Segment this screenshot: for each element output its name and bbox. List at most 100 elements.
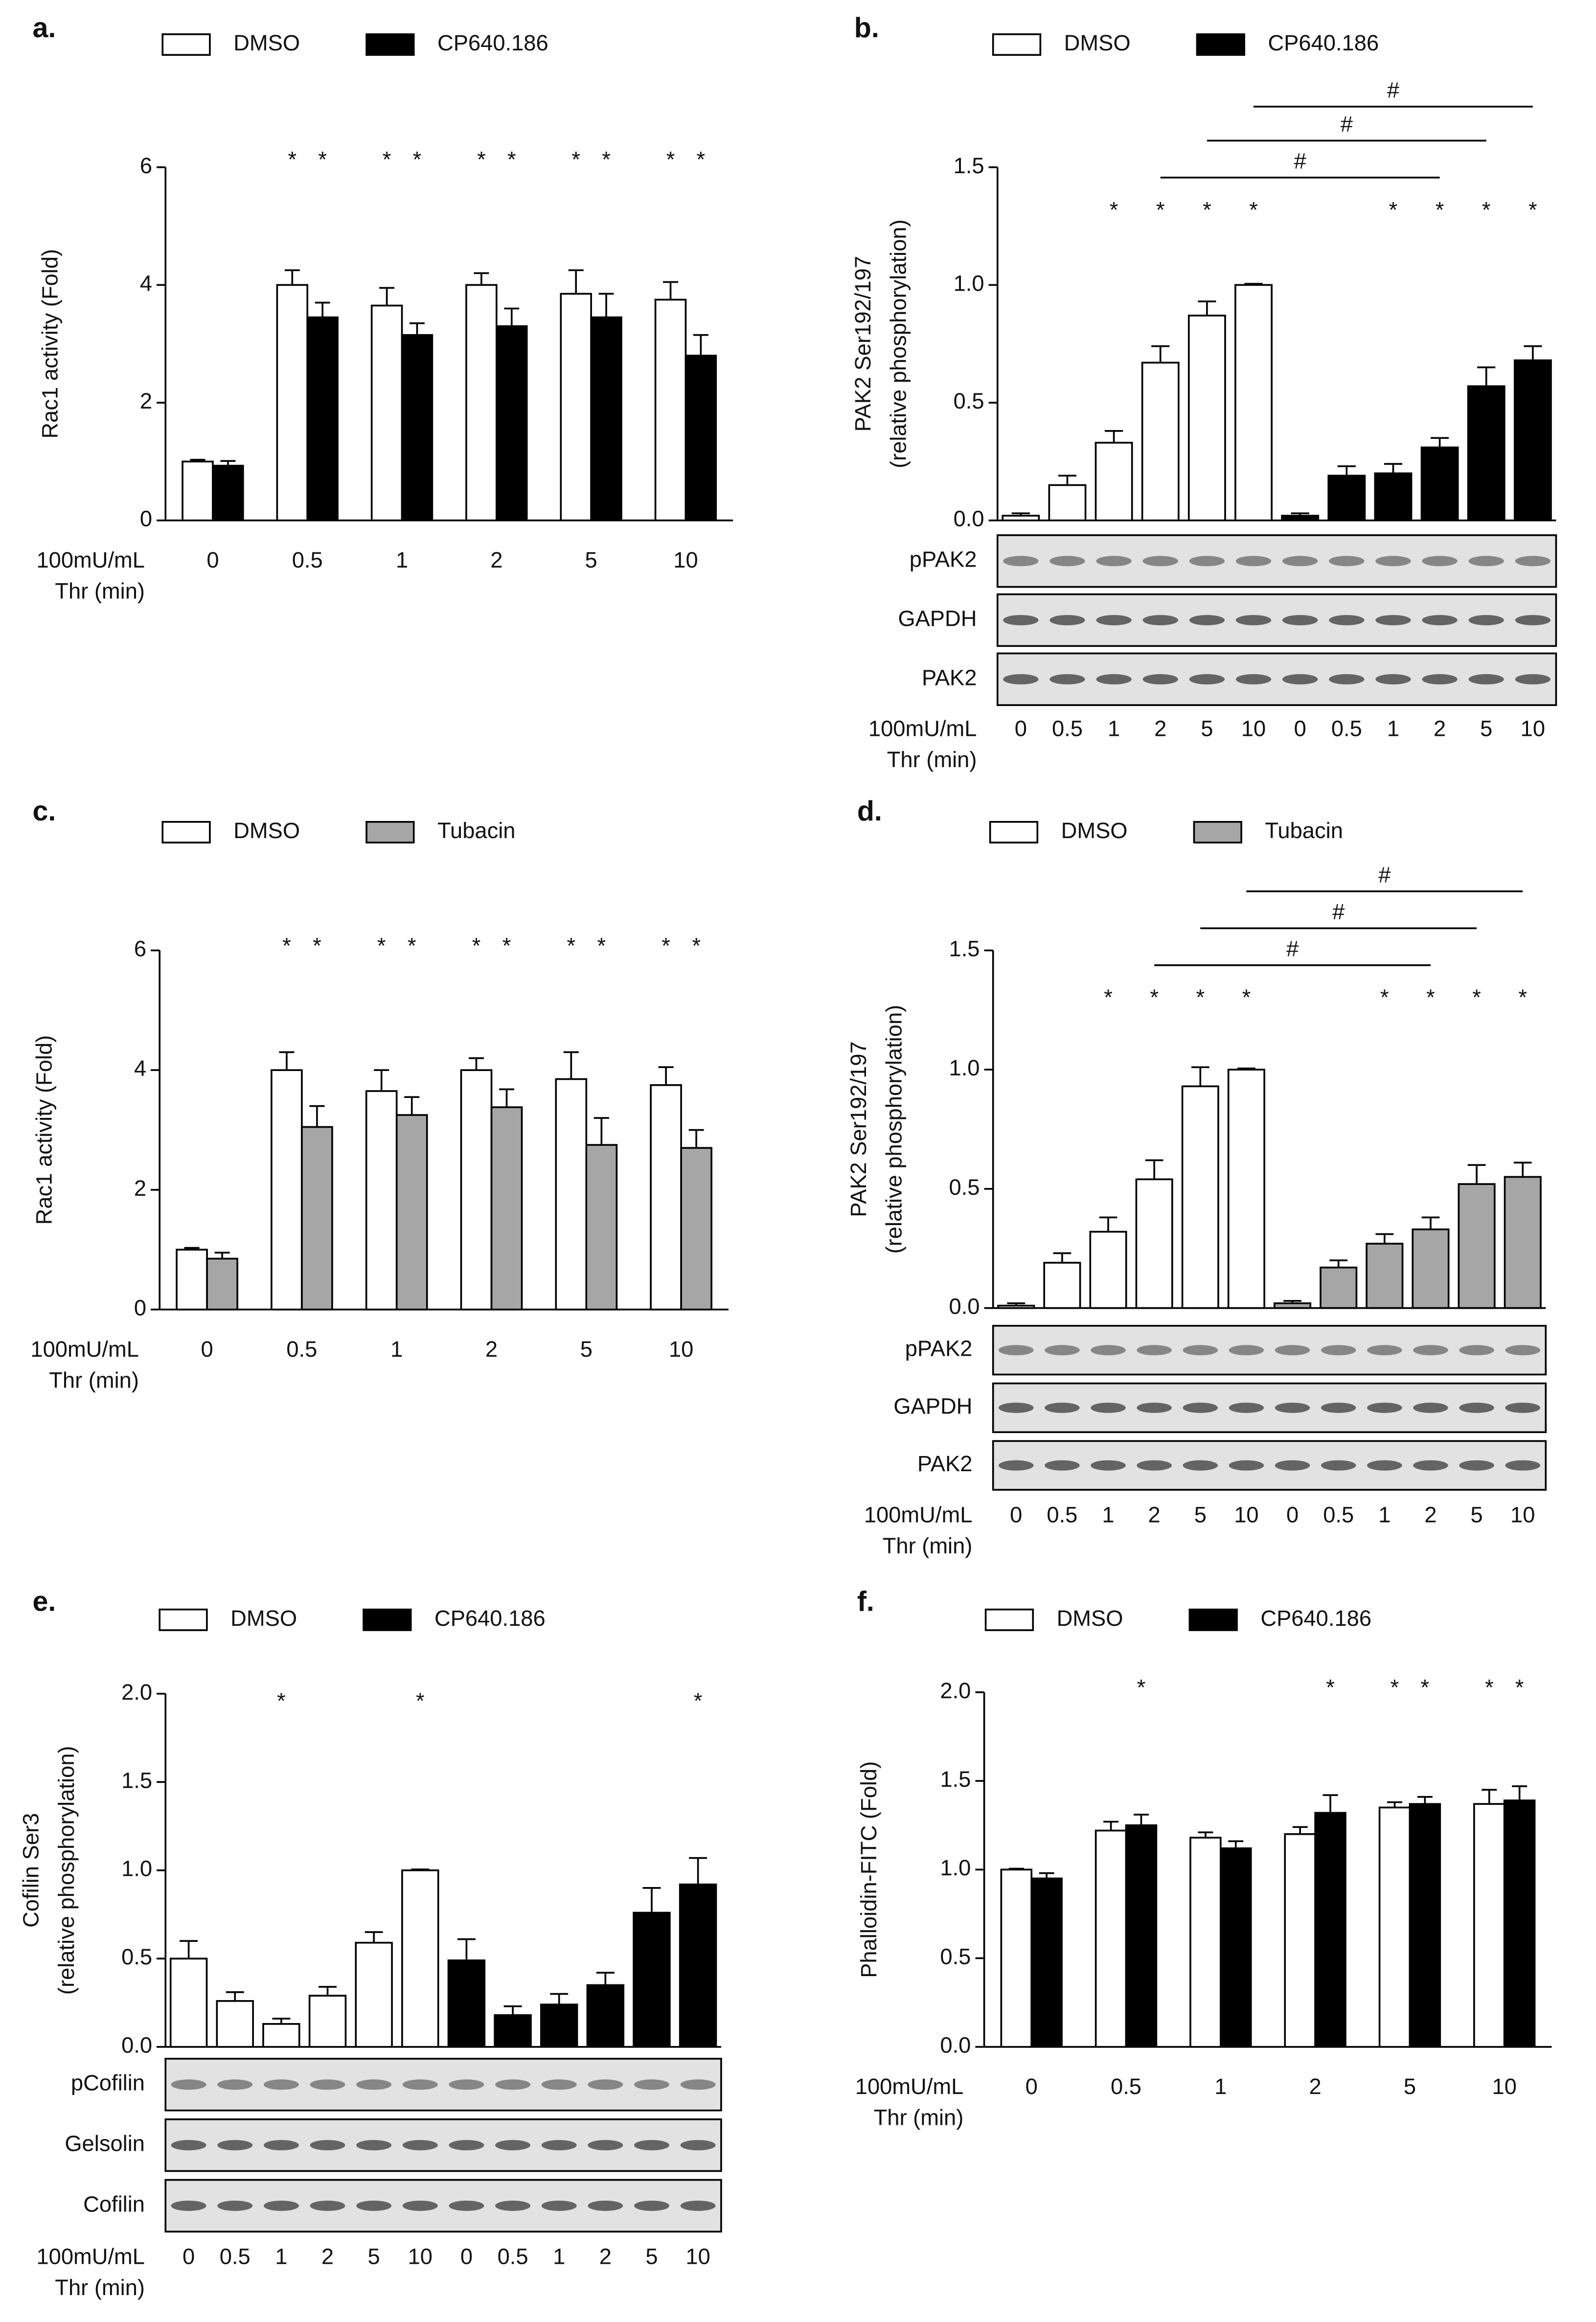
- error-bar: [1145, 1159, 1163, 1180]
- y-tick-label: 4: [134, 1056, 146, 1081]
- legend-swatch: [1196, 33, 1245, 56]
- y-tick-label: 0.0: [954, 506, 984, 531]
- significance: *: [1104, 985, 1113, 1010]
- blot-band: [998, 1345, 1034, 1356]
- bar: [1458, 1183, 1496, 1309]
- legend-label: CP640.186: [434, 1606, 546, 1631]
- significance: *: [1380, 985, 1389, 1010]
- significance: *: [1150, 985, 1159, 1010]
- panel-label: c.: [32, 796, 56, 827]
- error-bar: [1011, 512, 1030, 516]
- legend-swatch: [1193, 821, 1242, 843]
- y-tick-label: 0.5: [121, 1944, 152, 1969]
- blot-band: [1183, 1402, 1218, 1413]
- x-tick-label: 5: [1471, 1502, 1483, 1527]
- x-tick-label: 0.5: [1111, 2074, 1141, 2099]
- blot-band: [998, 1402, 1034, 1413]
- blot-band: [263, 2200, 299, 2211]
- blot-band: [171, 2079, 206, 2090]
- error-bar: [180, 1940, 198, 1959]
- x-tick-label: 10: [1241, 716, 1266, 741]
- significance: *: [1249, 197, 1258, 222]
- bar: [206, 1257, 238, 1311]
- significance: *: [1472, 985, 1481, 1010]
- bar: [1135, 1178, 1173, 1309]
- bar: [555, 1078, 588, 1311]
- blot-band: [1468, 615, 1504, 626]
- bar: [650, 1084, 682, 1311]
- x-axis-label: Thr (min): [55, 2275, 145, 2300]
- blot-band: [1275, 1460, 1310, 1471]
- blot-band: [1142, 674, 1178, 684]
- x-tick-label: 2: [1154, 716, 1166, 741]
- bar: [560, 293, 592, 522]
- error-bar: [469, 1057, 484, 1070]
- bracket-label: #: [1332, 899, 1345, 924]
- legend-label: DMSO: [233, 30, 300, 55]
- blot-band: [588, 2140, 623, 2151]
- error-bar: [319, 1986, 337, 1996]
- y-tick-label: 2: [134, 1176, 146, 1201]
- legend-label: DMSO: [230, 1606, 297, 1631]
- significance: *: [1426, 985, 1435, 1010]
- bar: [1094, 1829, 1127, 2048]
- error-bar: [503, 2005, 522, 2015]
- blot-band: [1329, 615, 1365, 626]
- y-tick-label: 1.0: [121, 1856, 152, 1881]
- blot-label: Cofilin: [83, 2191, 145, 2216]
- bar: [460, 1069, 493, 1311]
- legend-swatch: [161, 33, 211, 56]
- x-tick-label: 0.5: [1323, 1502, 1354, 1527]
- blot-band: [1505, 1402, 1541, 1413]
- blot-band: [171, 2200, 206, 2211]
- error-bar: [1008, 1867, 1024, 1870]
- blot-band: [1375, 615, 1411, 626]
- x-tick-label: 5: [368, 2244, 380, 2269]
- bar: [1467, 385, 1505, 522]
- significance: *: [1389, 197, 1398, 222]
- error-bar: [410, 322, 425, 335]
- error-bar: [663, 281, 678, 300]
- error-bar: [379, 287, 395, 306]
- error-bar: [693, 334, 708, 356]
- bracket-label: #: [1341, 112, 1353, 137]
- blot-band: [1045, 1460, 1080, 1471]
- blot-band: [1413, 1345, 1448, 1356]
- bracket-label: #: [1286, 936, 1299, 961]
- blot-band: [1049, 674, 1085, 684]
- significance: *: [1137, 1675, 1146, 1700]
- bar: [1043, 1262, 1081, 1309]
- blot-band: [356, 2079, 392, 2090]
- blot-band: [1229, 1402, 1264, 1413]
- blot-band: [356, 2200, 392, 2211]
- error-bar: [499, 1088, 515, 1108]
- bar: [1503, 1799, 1536, 2048]
- error-bar: [1244, 283, 1263, 285]
- bracket-label: #: [1294, 149, 1306, 174]
- blot-label: GAPDH: [898, 606, 977, 631]
- blot-band: [1275, 1402, 1310, 1413]
- x-tick-label: 2: [1424, 1502, 1436, 1527]
- x-axis-label: Thr (min): [49, 1368, 139, 1393]
- x-tick-label: 10: [685, 2244, 710, 2269]
- bar: [276, 284, 309, 522]
- y-tick-label: 1.5: [954, 153, 984, 178]
- blot-band: [588, 2200, 623, 2211]
- x-axis-label: Thr (min): [874, 2105, 964, 2130]
- x-tick-label: 0: [1010, 1502, 1022, 1527]
- bar: [494, 2014, 532, 2048]
- x-axis-label: 100mU/mL: [36, 2244, 145, 2269]
- significance: *: [1485, 1675, 1494, 1700]
- x-tick-label: 1: [1102, 1502, 1114, 1527]
- y-axis-label: Rac1 activity (Fold): [38, 249, 63, 439]
- error-bar: [1421, 1216, 1440, 1229]
- significance: *: [1203, 197, 1211, 222]
- error-bar: [365, 1931, 383, 1943]
- blot-band: [1329, 674, 1365, 684]
- x-tick-label: 2: [321, 2244, 334, 2269]
- blot-band: [495, 2079, 531, 2090]
- x-tick-label: 5: [645, 2244, 658, 2269]
- blot-band: [1235, 615, 1272, 626]
- blot-label: pPAK2: [910, 547, 977, 572]
